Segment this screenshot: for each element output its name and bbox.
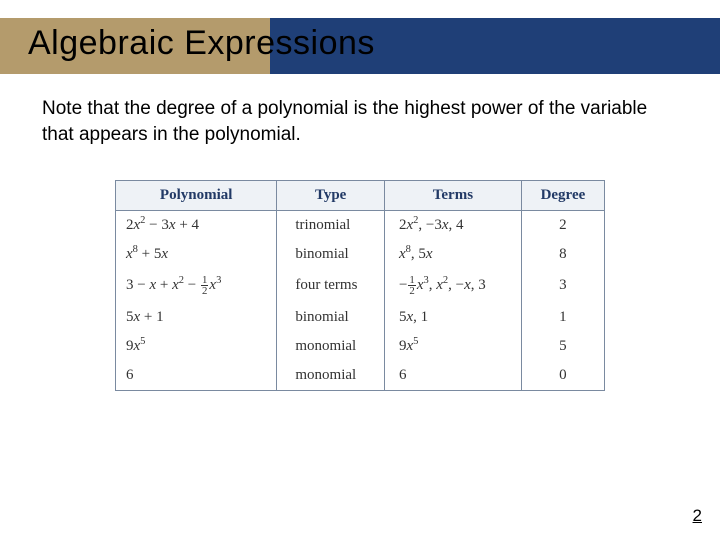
cell-type: binomial	[277, 303, 385, 332]
cell-degree: 0	[521, 361, 604, 391]
table-row: x8 + 5xbinomialx8, 5x8	[116, 240, 605, 269]
cell-terms: 9x5	[384, 332, 521, 361]
page-title: Algebraic Expressions	[28, 24, 375, 63]
polynomial-table: Polynomial Type Terms Degree 2x2 − 3x + …	[115, 180, 605, 391]
cell-type: monomial	[277, 332, 385, 361]
cell-degree: 3	[521, 269, 604, 303]
cell-type: monomial	[277, 361, 385, 391]
cell-degree: 8	[521, 240, 604, 269]
table-row: 3 − x + x2 − 12x3four terms−12x3, x2, −x…	[116, 269, 605, 303]
cell-type: four terms	[277, 269, 385, 303]
header-degree: Degree	[521, 181, 604, 211]
table-row: 2x2 − 3x + 4trinomial2x2, −3x, 42	[116, 211, 605, 241]
cell-degree: 1	[521, 303, 604, 332]
page-number: 2	[693, 506, 702, 526]
header-polynomial: Polynomial	[116, 181, 277, 211]
cell-polynomial: x8 + 5x	[116, 240, 277, 269]
cell-type: trinomial	[277, 211, 385, 241]
header-terms: Terms	[384, 181, 521, 211]
body-text: Note that the degree of a polynomial is …	[42, 96, 662, 147]
cell-terms: 5x, 1	[384, 303, 521, 332]
table-row: 6monomial60	[116, 361, 605, 391]
cell-terms: −12x3, x2, −x, 3	[384, 269, 521, 303]
cell-terms: x8, 5x	[384, 240, 521, 269]
cell-polynomial: 6	[116, 361, 277, 391]
cell-terms: 6	[384, 361, 521, 391]
table-row: 9x5monomial9x55	[116, 332, 605, 361]
cell-degree: 5	[521, 332, 604, 361]
cell-polynomial: 3 − x + x2 − 12x3	[116, 269, 277, 303]
cell-polynomial: 2x2 − 3x + 4	[116, 211, 277, 241]
cell-degree: 2	[521, 211, 604, 241]
table-header-row: Polynomial Type Terms Degree	[116, 181, 605, 211]
cell-polynomial: 9x5	[116, 332, 277, 361]
cell-type: binomial	[277, 240, 385, 269]
table-row: 5x + 1binomial5x, 11	[116, 303, 605, 332]
cell-terms: 2x2, −3x, 4	[384, 211, 521, 241]
cell-polynomial: 5x + 1	[116, 303, 277, 332]
header-type: Type	[277, 181, 385, 211]
